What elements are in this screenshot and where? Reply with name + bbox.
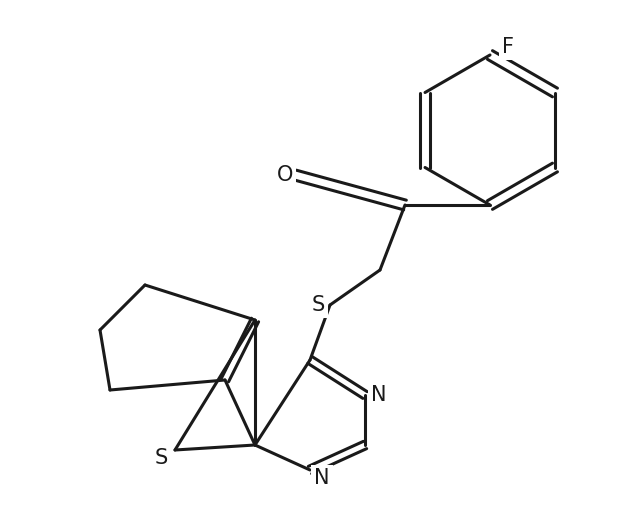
Text: N: N (371, 385, 387, 405)
Text: S: S (154, 448, 168, 468)
Text: N: N (314, 468, 330, 488)
Text: F: F (502, 37, 514, 57)
Text: S: S (312, 295, 324, 315)
Text: O: O (277, 165, 293, 185)
